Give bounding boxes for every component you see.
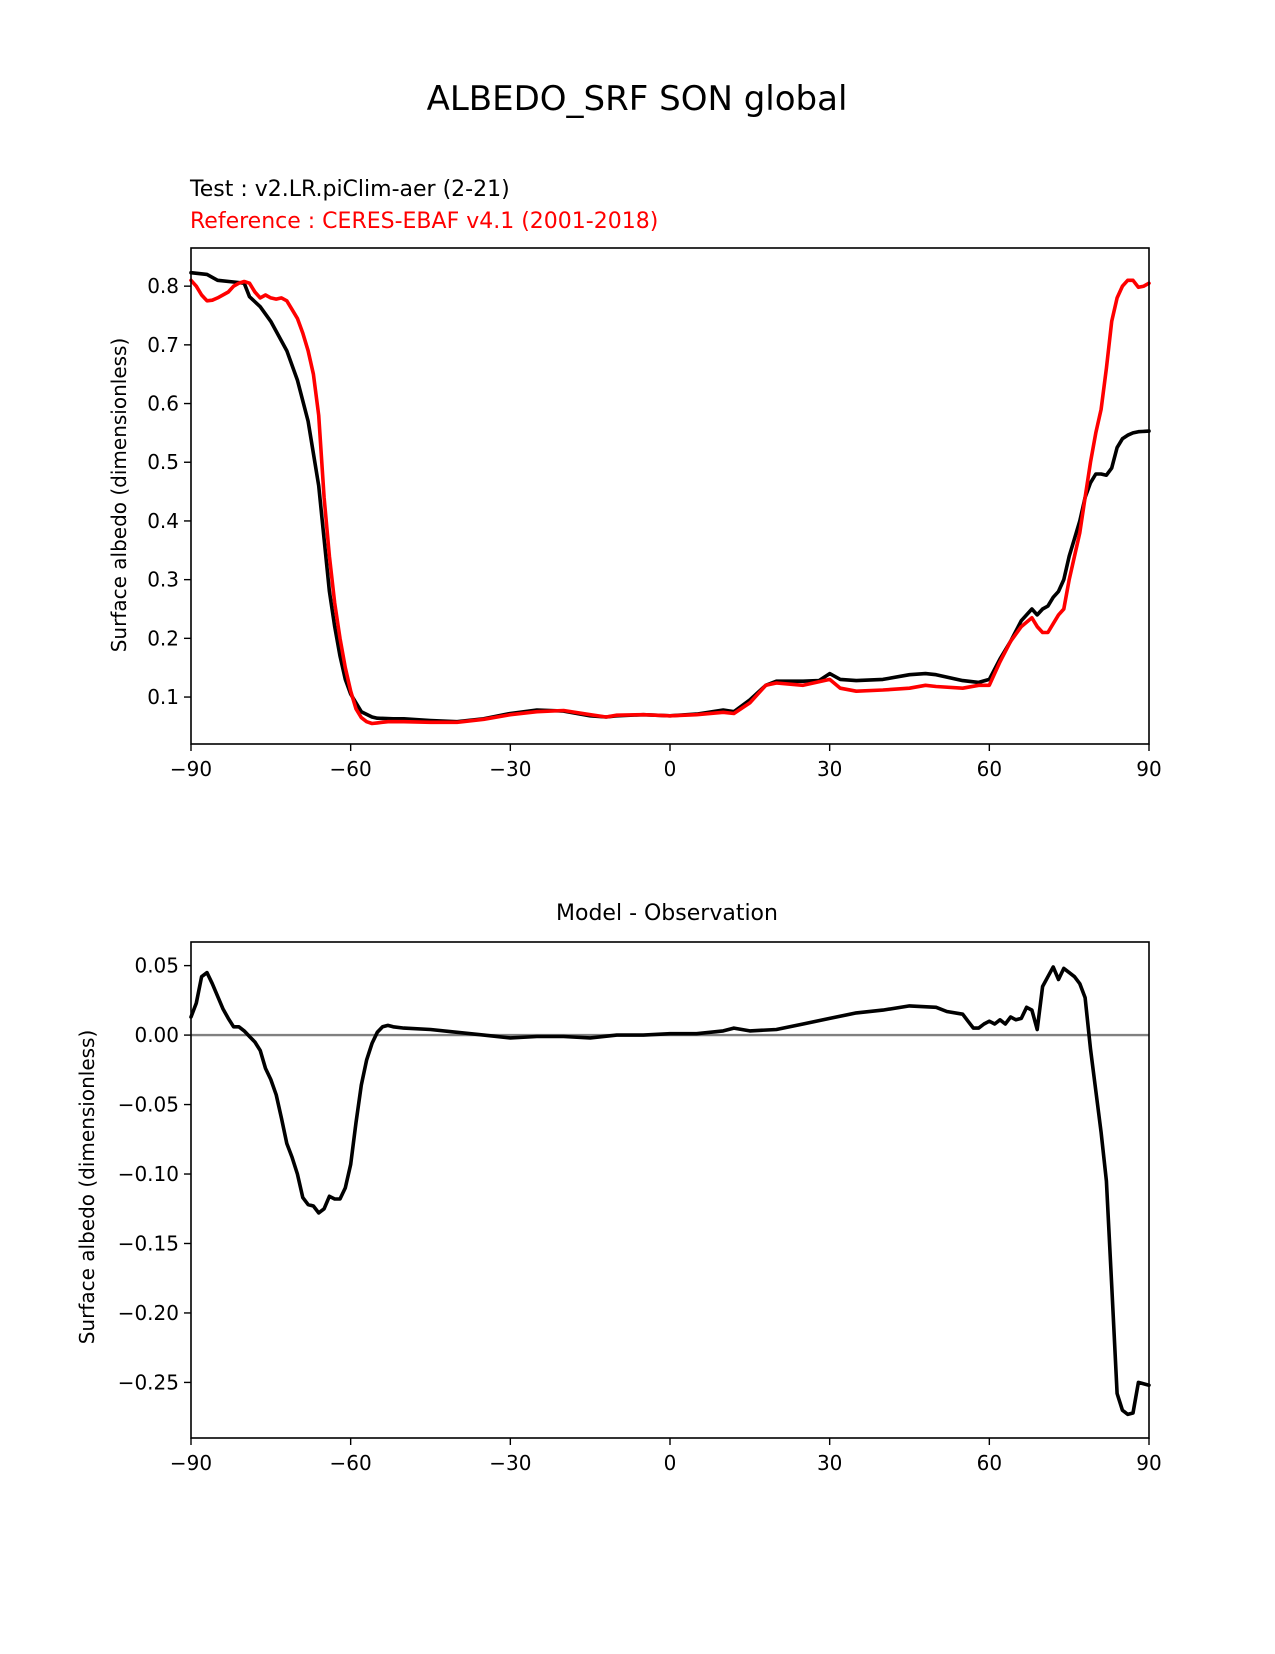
top-panel: Test : v2.LR.piClim-aer (2-21) Reference… [107, 177, 1162, 781]
chart-1-y-tick-label: −0.10 [118, 1162, 179, 1186]
chart-0-x-tick-label: 90 [1136, 757, 1161, 781]
bottom-plot-area: −90 −60 −30 0 30 60 90 0.05 0.00 −0.05 −0.10 −0.15 −… [118, 941, 1162, 1475]
chart-0-x-tick-label: −30 [489, 757, 531, 781]
bottom-panel: Model - Observation Surface albedo (dime… [75, 901, 1162, 1475]
chart-0-y-tick-label: 0.8 [147, 274, 179, 298]
chart-1-y-tick-label: −0.25 [118, 1370, 179, 1394]
chart-0-x-tick-label: 60 [977, 757, 1002, 781]
chart-0-y-tick-label: 0.1 [147, 685, 179, 709]
top-y-axis-label: Surface albedo (dimensionless) [107, 338, 131, 653]
chart-0-series-reference-line [189, 278, 1151, 726]
chart-1-y-tick-label: −0.15 [118, 1231, 179, 1255]
chart-0-y-tick-label: 0.2 [147, 626, 179, 650]
bottom-y-axis-label: Surface albedo (dimensionless) [75, 1030, 99, 1345]
chart-0-x-tick-label: 30 [817, 757, 842, 781]
chart-1-x-tick-label: 30 [817, 1451, 842, 1475]
chart-1-y-tick-label: 0.00 [134, 1023, 179, 1047]
chart-1-x-tick-label: −30 [489, 1451, 531, 1475]
chart-1-axes-frame [190, 941, 1150, 1439]
chart-0-y-tick-label: 0.7 [147, 333, 179, 357]
chart-1-y-tick-label: −0.05 [118, 1093, 179, 1117]
chart-0-x-tick-label: −90 [170, 757, 212, 781]
chart-0-y-tick-label: 0.3 [147, 568, 179, 592]
test-label: Test : v2.LR.piClim-aer (2-21) [189, 177, 510, 202]
chart-0-y-tick-label: 0.4 [147, 509, 179, 533]
reference-label: Reference : CERES-EBAF v4.1 (2001-2018) [190, 209, 658, 234]
figure-title: ALBEDO_SRF SON global [427, 79, 848, 119]
chart-1-x-tick-label: 90 [1136, 1451, 1161, 1475]
chart-1-x-tick-label: −60 [330, 1451, 372, 1475]
chart-1-x-tick-label: 60 [977, 1451, 1002, 1475]
chart-0-y-tick-label: 0.5 [147, 450, 179, 474]
top-plot-area: −90 −60 −30 0 30 60 90 0.1 0.2 0.3 0.4 0.5 0.6 0.7 0.8 [147, 247, 1162, 781]
chart-1-y-tick-label: −0.20 [118, 1301, 179, 1325]
bottom-panel-title: Model - Observation [556, 901, 778, 926]
chart-1-x-tick-label: −90 [170, 1451, 212, 1475]
chart-0-axes-frame [190, 247, 1150, 745]
chart-1-y-tick-label: 0.05 [134, 954, 179, 978]
chart-1-series-test-line [189, 965, 1151, 1417]
chart-0-x-tick-label: 0 [664, 757, 677, 781]
chart-0-y-tick-label: 0.6 [147, 392, 179, 416]
chart-0-x-tick-label: −60 [330, 757, 372, 781]
chart-1-x-tick-label: 0 [664, 1451, 677, 1475]
